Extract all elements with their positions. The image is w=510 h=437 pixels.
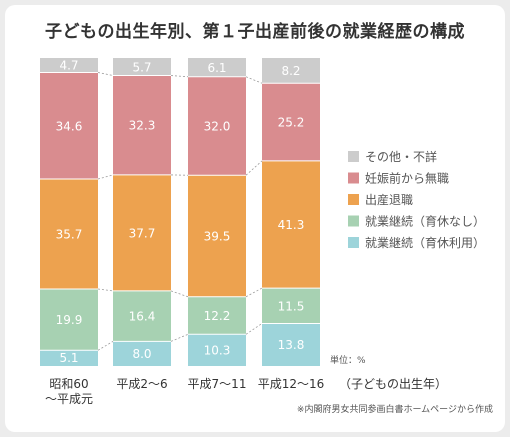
value-label: 6.1 bbox=[207, 61, 226, 75]
bar-segment bbox=[262, 160, 320, 289]
connector-line bbox=[245, 287, 263, 298]
value-label: 35.7 bbox=[56, 228, 83, 242]
legend-swatch bbox=[348, 151, 359, 162]
value-label: 34.6 bbox=[56, 119, 83, 133]
category-label: 昭和60 bbox=[49, 377, 88, 391]
value-label: 25.2 bbox=[278, 116, 305, 130]
bar-segment bbox=[40, 289, 98, 351]
bar-segment bbox=[188, 296, 246, 335]
bar-segment bbox=[113, 75, 171, 175]
value-label: 39.5 bbox=[204, 230, 231, 244]
connector-line bbox=[97, 174, 114, 180]
value-label: 41.3 bbox=[278, 218, 305, 232]
connector-line bbox=[245, 76, 263, 84]
bar-segment bbox=[40, 72, 98, 180]
value-label: 19.9 bbox=[56, 313, 83, 327]
value-label: 37.7 bbox=[129, 226, 156, 240]
value-label: 8.2 bbox=[281, 64, 300, 78]
connector-line bbox=[170, 290, 189, 298]
bar-segment bbox=[188, 334, 246, 366]
bar-segment bbox=[113, 341, 171, 366]
category-label: 平成7～11 bbox=[188, 377, 247, 391]
category-label: ～平成元 bbox=[45, 392, 93, 406]
category-label: 平成12～16 bbox=[258, 377, 325, 391]
connector-line bbox=[170, 75, 189, 78]
connector-line bbox=[97, 72, 114, 76]
value-label: 10.3 bbox=[204, 344, 231, 358]
value-label: 11.5 bbox=[278, 299, 305, 313]
legend-label: 就業継続（育休利用） bbox=[365, 235, 485, 250]
legend-label: 出産退職 bbox=[365, 192, 413, 207]
bar-segment bbox=[188, 76, 246, 176]
legend-swatch bbox=[348, 172, 359, 184]
bar-segment bbox=[188, 58, 246, 77]
bar-segment bbox=[40, 350, 98, 366]
bar-segment bbox=[188, 175, 246, 297]
legend-swatch bbox=[348, 215, 359, 227]
source-note: ※内閣府男女共同参画白書ホームページから作成 bbox=[297, 403, 493, 415]
value-label: 8.0 bbox=[132, 347, 151, 361]
bar-segment bbox=[262, 83, 320, 161]
bar-segment bbox=[262, 288, 320, 324]
value-label: 5.7 bbox=[132, 60, 151, 74]
connector-line bbox=[170, 333, 189, 342]
legend-label: その他・不詳 bbox=[365, 149, 437, 164]
category-label: 平成2～6 bbox=[116, 377, 167, 391]
bar-segment bbox=[262, 323, 320, 366]
legend-label: 妊娠前から無職 bbox=[365, 171, 449, 186]
bar-segment bbox=[262, 58, 320, 84]
chart-title: 子どもの出生年別、第１子出産前後の就業経歴の構成 bbox=[45, 22, 465, 42]
value-label: 4.7 bbox=[59, 59, 78, 73]
bar-segment bbox=[113, 58, 171, 76]
value-label: 32.0 bbox=[204, 120, 231, 134]
connector-line bbox=[97, 288, 114, 292]
legend-swatch bbox=[348, 237, 359, 248]
value-label: 16.4 bbox=[129, 310, 156, 324]
bar-segment bbox=[40, 58, 98, 73]
connector-line bbox=[245, 160, 263, 176]
bar-segment bbox=[40, 179, 98, 289]
connector-line bbox=[97, 341, 114, 351]
bar-segment bbox=[113, 174, 171, 291]
value-label: 13.8 bbox=[278, 338, 305, 352]
bar-segment bbox=[113, 290, 171, 342]
legend-label: 就業継続（育休なし） bbox=[365, 214, 485, 229]
value-label: 32.3 bbox=[129, 119, 156, 133]
value-label: 12.2 bbox=[204, 309, 231, 323]
unit-note: 単位：% bbox=[330, 354, 366, 366]
value-label: 5.1 bbox=[59, 351, 78, 365]
legend-swatch bbox=[348, 194, 359, 205]
connector-line bbox=[245, 323, 263, 335]
category-axis-note: （子どもの出生年） bbox=[339, 377, 447, 391]
